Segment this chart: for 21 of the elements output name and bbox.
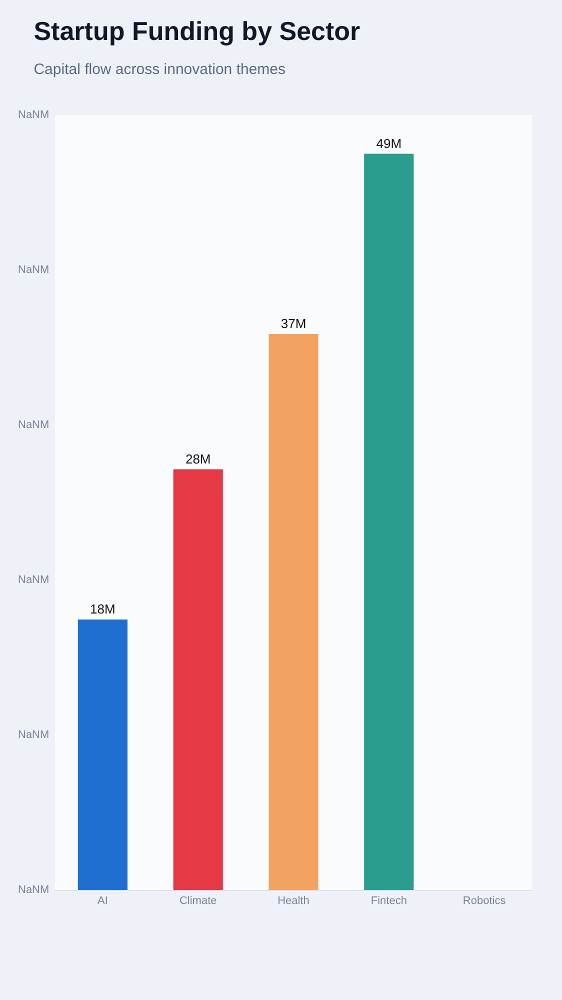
text: NaNM bbox=[18, 419, 50, 431]
data-label: 18M bbox=[90, 602, 116, 617]
x-tick-label: AI bbox=[97, 895, 108, 908]
x-tick-label: Robotics bbox=[462, 895, 506, 908]
text: NaNM bbox=[18, 884, 50, 896]
chart-title: Startup Funding by Sector bbox=[34, 16, 360, 46]
text: NaNM bbox=[18, 729, 50, 741]
data-label: 28M bbox=[185, 451, 211, 466]
data-label: 37M bbox=[280, 316, 306, 332]
bar bbox=[364, 154, 414, 890]
text: NaNM bbox=[18, 264, 50, 276]
bar bbox=[173, 469, 223, 890]
x-tick-label: Climate bbox=[179, 895, 217, 908]
x-tick-label: Health bbox=[278, 895, 310, 908]
bar bbox=[78, 620, 128, 890]
text: NaNM bbox=[18, 574, 50, 586]
bar bbox=[268, 334, 318, 890]
text: NaNM bbox=[18, 109, 50, 121]
x-tick-label: Fintech bbox=[370, 895, 407, 908]
data-label: 49M bbox=[376, 136, 402, 151]
chart-subtitle: Capital flow across innovation themes bbox=[34, 60, 286, 78]
